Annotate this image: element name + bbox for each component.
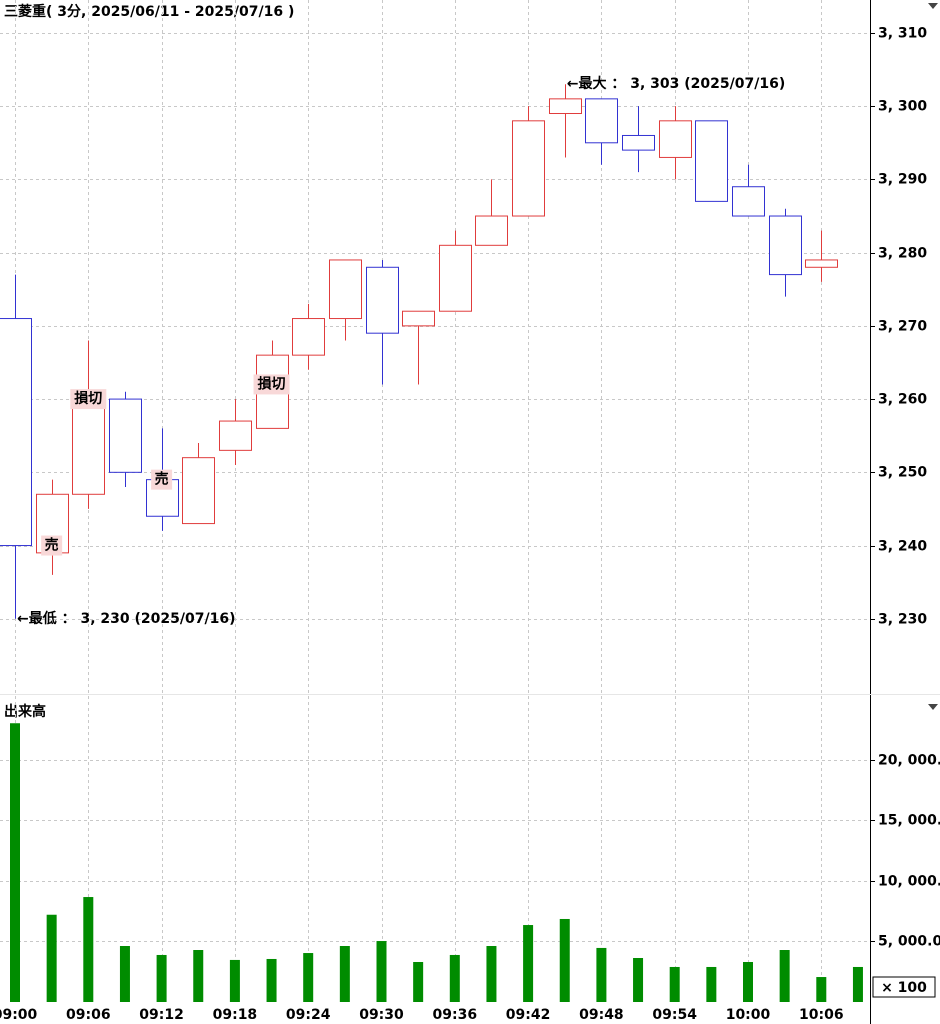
x-tick-label: 09:54 <box>652 1007 697 1023</box>
candle-body <box>512 120 545 217</box>
y-tick-label: 5, 000.0 <box>878 934 940 950</box>
volume-bar <box>523 925 534 1002</box>
volume-bar <box>559 918 570 1002</box>
signal-background <box>151 469 173 490</box>
y-tick-label: 3, 240 <box>878 539 927 555</box>
extreme-annotation: ←最大 ： 3, 303 (2025/07/16) <box>567 75 785 92</box>
signal-background <box>70 389 107 410</box>
candle-body <box>769 215 802 276</box>
volume-bar <box>266 958 277 1002</box>
volume-bar <box>83 897 94 1002</box>
volume-bar <box>156 954 167 1002</box>
unit-label: × 100 <box>881 980 927 996</box>
x-tick-label: 09:06 <box>66 1007 111 1023</box>
candle-body <box>659 120 692 158</box>
x-tick-label: 09:12 <box>139 1007 184 1023</box>
y-tick-label: 10, 000. <box>878 874 940 890</box>
volume-bar <box>376 941 387 1002</box>
signal-background <box>253 374 290 395</box>
y-tick-label: 3, 260 <box>878 392 927 408</box>
signal-label: 売 <box>45 537 59 554</box>
candle-body <box>585 98 618 144</box>
volume-bar <box>596 947 607 1002</box>
volume-bar <box>706 966 717 1002</box>
candle-body <box>475 215 508 246</box>
y-tick-label: 15, 000. <box>878 813 940 829</box>
volume-title: 出来高 <box>4 703 46 720</box>
y-tick-label: 3, 250 <box>878 465 927 481</box>
extreme-annotation: ←最低 ： 3, 230 (2025/07/16) <box>17 610 235 627</box>
volume-bar <box>669 966 680 1002</box>
volume-bar <box>119 946 130 1002</box>
y-tick-label: 3, 270 <box>878 319 927 335</box>
y-tick-label: 3, 230 <box>878 612 927 628</box>
candle-body <box>732 186 765 217</box>
volume-bar <box>449 954 460 1002</box>
volume-bar <box>852 966 863 1002</box>
signal-label: 損切 <box>258 375 286 392</box>
x-tick-label: 09:48 <box>579 1007 624 1023</box>
volume-bar <box>486 946 497 1002</box>
unit-box <box>872 976 936 998</box>
candle-body <box>366 266 399 334</box>
candle-body <box>72 398 105 495</box>
candle-body <box>695 120 728 202</box>
y-tick-label: 3, 280 <box>878 246 927 262</box>
candle-body <box>109 398 142 473</box>
signal-label: 売 <box>155 471 169 488</box>
volume-bar <box>779 950 790 1002</box>
x-tick-label: 09:00 <box>0 1007 38 1023</box>
volume-bar <box>413 962 424 1002</box>
volume-bar <box>229 959 240 1002</box>
candle-body <box>292 318 325 356</box>
candle-body <box>402 310 435 327</box>
volume-bar <box>46 914 57 1002</box>
candle-body <box>549 98 582 115</box>
signal-label: 損切 <box>74 390 102 407</box>
volume-bar <box>10 723 20 1002</box>
volume-bar <box>743 962 753 1002</box>
candle-body <box>329 259 362 320</box>
panel-menu-arrow[interactable] <box>928 3 938 9</box>
volume-bar <box>193 950 204 1002</box>
signal-background <box>41 535 63 556</box>
chart-title: 三菱重( 3分, 2025/06/11 - 2025/07/16 ) <box>4 3 294 20</box>
volume-bar <box>303 953 314 1002</box>
x-tick-label: 09:36 <box>433 1007 478 1023</box>
x-tick-label: 10:06 <box>799 1007 844 1023</box>
candle-body <box>439 244 472 312</box>
y-tick-label: 3, 310 <box>878 26 927 42</box>
y-tick-label: 3, 300 <box>878 99 927 115</box>
candle-body <box>0 318 32 547</box>
volume-bar <box>633 958 644 1002</box>
candle-body <box>805 259 838 268</box>
x-tick-label: 09:24 <box>286 1007 331 1023</box>
volume-bar <box>816 977 827 1002</box>
volume-bar <box>339 946 350 1002</box>
panel-menu-arrow[interactable] <box>928 704 938 710</box>
x-tick-label: 09:18 <box>213 1007 258 1023</box>
x-tick-label: 09:42 <box>506 1007 551 1023</box>
candle-body <box>219 420 252 451</box>
x-tick-label: 09:30 <box>359 1007 404 1023</box>
x-tick-label: 10:00 <box>726 1007 771 1023</box>
candle-body <box>182 457 215 525</box>
candle-body <box>622 134 655 151</box>
y-tick-label: 3, 290 <box>878 172 927 188</box>
y-tick-label: 20, 000. <box>878 753 940 769</box>
